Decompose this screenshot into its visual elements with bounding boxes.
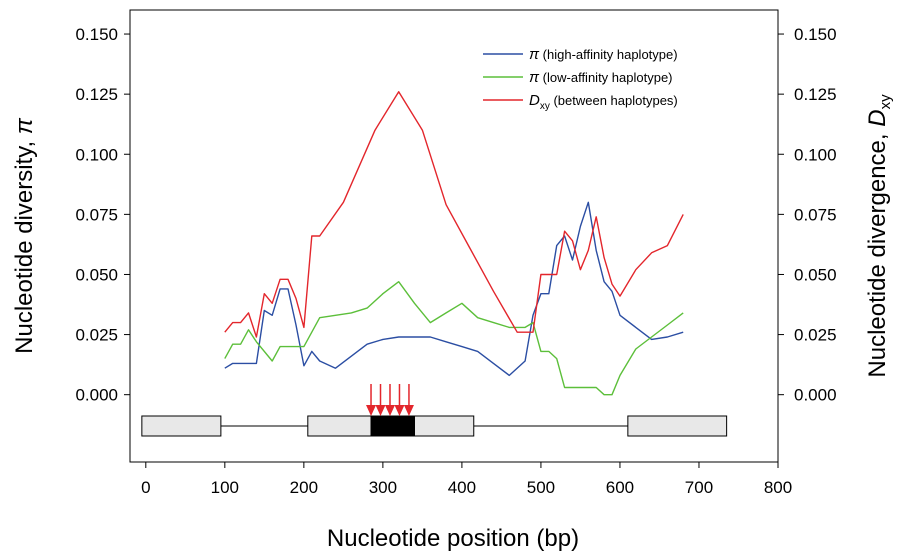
- exon-box: [141, 415, 222, 437]
- series-line-0: [224, 201, 684, 377]
- x-axis-ticks: 0 100 200 300 400 500 600 700 800: [141, 462, 792, 497]
- y-axis-left-title-text: Nucleotide diversity,: [11, 134, 38, 354]
- y-axis-left-title-symbol: π: [11, 117, 38, 134]
- series-line-2: [224, 90, 684, 338]
- y-left-tick-label: 0.075: [75, 205, 118, 224]
- series-lines: [224, 90, 684, 396]
- legend-symbol: π: [529, 69, 540, 86]
- y-right-tick-label: 0.150: [794, 25, 837, 44]
- variant-arrow-head: [394, 405, 405, 416]
- y-left-tick-label: 0.025: [75, 326, 118, 345]
- legend-subscript: xy: [540, 101, 550, 112]
- plot-frame: [129, 9, 779, 463]
- legend-label: π (low-affinity haplotype): [529, 69, 673, 86]
- variant-arrow-head: [384, 405, 395, 416]
- x-tick-label: 300: [369, 478, 397, 497]
- exon-box: [307, 415, 372, 437]
- variant-arrow-head: [366, 405, 377, 416]
- y-left-tick-label: 0.000: [75, 386, 118, 405]
- x-tick-label: 600: [606, 478, 634, 497]
- y-axis-left-ticks: 0.000 0.025 0.050 0.075 0.100 0.125 0.150: [75, 25, 130, 405]
- y-left-tick-label: 0.100: [75, 145, 118, 164]
- exon-box: [413, 415, 475, 437]
- variant-arrow-head: [375, 405, 386, 416]
- legend: π (high-affinity haplotype)π (low-affini…: [483, 46, 678, 112]
- legend-text: (high-affinity haplotype): [539, 47, 678, 62]
- y-axis-right-ticks: 0.000 0.025 0.050 0.075 0.100 0.125 0.150: [778, 25, 837, 405]
- x-tick-label: 400: [448, 478, 476, 497]
- y-right-tick-label: 0.050: [794, 265, 837, 284]
- y-right-tick-label: 0.125: [794, 85, 837, 104]
- y-axis-right-title-text: Nucleotide divergence,: [864, 127, 891, 378]
- variant-arrow-head: [403, 405, 414, 416]
- y-axis-right-title-subscript: xy: [877, 94, 894, 110]
- series-line-1: [224, 281, 684, 396]
- x-tick-label: 0: [141, 478, 150, 497]
- x-tick-label: 700: [685, 478, 713, 497]
- y-right-tick-label: 0.075: [794, 205, 837, 224]
- legend-symbol: D: [529, 92, 540, 109]
- y-right-tick-label: 0.025: [794, 326, 837, 345]
- y-axis-right-title: Nucleotide divergence, Dxy: [864, 94, 894, 378]
- legend-label: π (high-affinity haplotype): [529, 46, 678, 63]
- x-tick-label: 200: [290, 478, 318, 497]
- y-right-tick-label: 0.000: [794, 386, 837, 405]
- x-axis-title: Nucleotide position (bp): [327, 525, 579, 552]
- legend-label: Dxy (between haplotypes): [529, 92, 678, 112]
- y-left-tick-label: 0.050: [75, 265, 118, 284]
- legend-text: (between haplotypes): [550, 93, 678, 108]
- y-left-tick-label: 0.125: [75, 85, 118, 104]
- y-right-tick-label: 0.100: [794, 145, 837, 164]
- exon-box: [627, 415, 728, 437]
- y-axis-left-title: Nucleotide diversity, π: [11, 117, 38, 354]
- x-tick-label: 800: [764, 478, 792, 497]
- cds-box: [370, 415, 415, 437]
- y-left-tick-label: 0.150: [75, 25, 118, 44]
- legend-symbol: π: [529, 46, 540, 63]
- legend-text: (low-affinity haplotype): [539, 70, 672, 85]
- y-axis-right-title-symbol: D: [864, 109, 891, 126]
- x-tick-label: 500: [527, 478, 555, 497]
- gene-model: [141, 384, 728, 437]
- x-tick-label: 100: [211, 478, 239, 497]
